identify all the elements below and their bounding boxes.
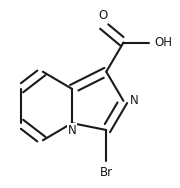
Text: OH: OH	[154, 36, 172, 49]
Text: O: O	[98, 9, 107, 22]
Text: N: N	[68, 124, 76, 136]
Text: Br: Br	[100, 166, 113, 179]
Text: N: N	[130, 94, 139, 107]
